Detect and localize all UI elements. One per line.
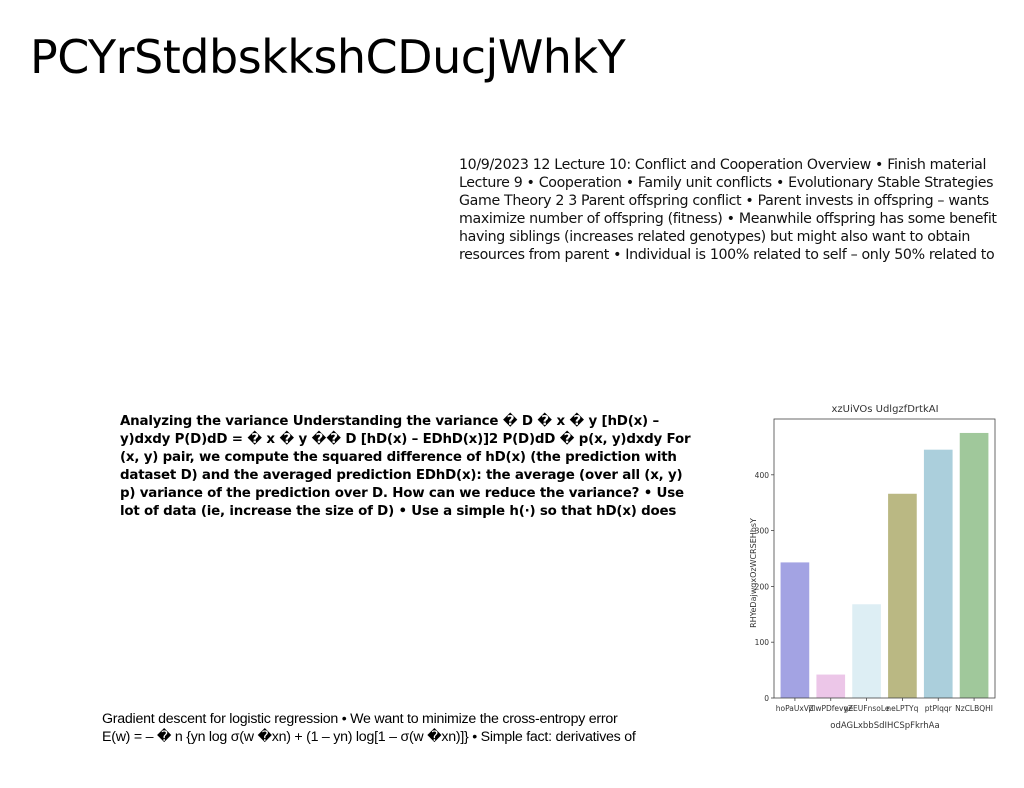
x-tick-label: ptPlqqr [925, 704, 953, 713]
text-line: Lecture 9 • Cooperation • Family unit co… [459, 175, 994, 191]
y-tick-label: 0 [764, 694, 769, 703]
text-line: Game Theory 2 3 Parent offspring conflic… [459, 193, 989, 209]
text-line: p) variance of the prediction over D. Ho… [120, 486, 684, 501]
variance-notes-block: Analyzing the variance Understanding the… [120, 413, 740, 521]
x-tick-label: geEUFnsoLe [844, 704, 890, 713]
text-line: having siblings (increases related genot… [459, 229, 970, 245]
bar [888, 493, 917, 698]
bar [923, 449, 953, 698]
chart-y-label: RHYeDajwqxOzWCRSEHbsY [749, 518, 758, 628]
bar [852, 604, 881, 698]
text-line: Gradient descent for logistic regression… [102, 711, 618, 727]
text-line: Analyzing the variance Understanding the… [120, 414, 659, 429]
y-tick-label: 200 [755, 582, 770, 591]
text-line: resources from parent • Individual is 10… [459, 247, 995, 263]
text-line: 10/9/2023 12 Lecture 10: Conflict and Co… [459, 157, 987, 173]
chart-frame [773, 418, 996, 699]
bar [816, 674, 846, 698]
page-title: PCYrStdbskkshCDucjWhkY [30, 30, 626, 84]
chart-plot-area: 0 100 200 300 400 hoPaUxVZplwPDfevyZgeEUFnsoL… [755, 418, 996, 713]
bar [959, 432, 989, 698]
chart-title: xzUiVOs UdlgzfDrtkAI [831, 404, 938, 415]
bar [780, 562, 810, 698]
text-line: (x, y) pair, we compute the squared diff… [120, 450, 677, 465]
x-tick-label: plwPDfevyZ [808, 704, 853, 713]
gradient-notes-block: Gradient descent for logistic regression… [102, 710, 712, 746]
y-tick-label: 300 [755, 527, 770, 536]
x-tick-label: hoPaUxVZ [776, 704, 814, 713]
y-tick-label: 400 [755, 471, 770, 480]
text-line: lot of data (ie, increase the size of D)… [120, 504, 677, 519]
x-tick-label: neLPTYq [886, 704, 918, 713]
text-line: maximize number of offspring (fitness) •… [459, 211, 997, 227]
text-line: E(w) = – � n {yn log σ(w �xn) + (1 – yn)… [102, 729, 636, 745]
chart-x-label: odAGLxbbSdIHCSpFkrhAa [830, 721, 939, 731]
text-line: y)dxdy P(D)dD = � x � y �� D [hD(x) – ED… [120, 432, 691, 447]
x-tick-label: NzCLBQHI [955, 704, 993, 713]
y-tick-label: 100 [755, 638, 770, 647]
bar-chart: xzUiVOs UdlgzfDrtkAI RHYeDajwqxOzWCRSEHb… [745, 398, 1005, 738]
text-line: dataset D) and the averaged prediction E… [120, 468, 683, 483]
bar-chart-svg: xzUiVOs UdlgzfDrtkAI RHYeDajwqxOzWCRSEHb… [749, 404, 996, 731]
lecture-notes-block: 10/9/2023 12 Lecture 10: Conflict and Co… [459, 156, 1021, 264]
